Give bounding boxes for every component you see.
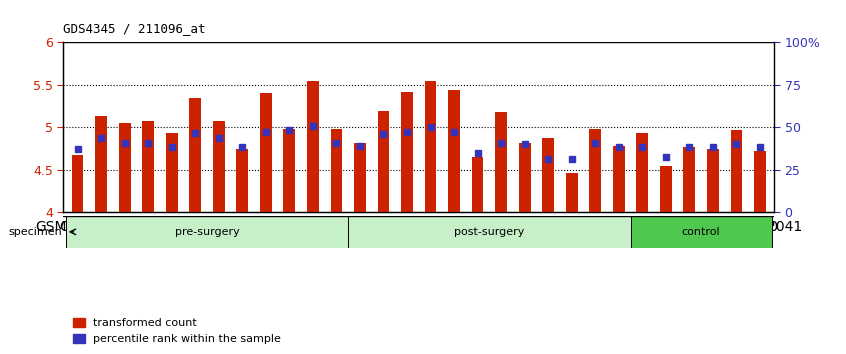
Bar [96,116,107,212]
Bar [707,149,719,212]
Bar [519,143,530,212]
Legend: transformed count, percentile rank within the sample: transformed count, percentile rank withi… [69,314,286,349]
Text: control: control [682,227,721,237]
Bar [349,216,630,248]
Bar [566,173,578,212]
Bar [448,90,460,212]
Bar [331,129,343,212]
Text: specimen: specimen [8,227,63,237]
Bar [72,155,84,212]
Text: post-surgery: post-surgery [454,227,525,237]
Bar [472,157,483,212]
Bar [613,146,624,212]
Bar [190,98,201,212]
Bar [731,130,742,212]
Bar [260,93,272,212]
Bar [425,81,437,212]
Bar [542,138,554,212]
Bar [636,133,648,212]
Bar [590,129,602,212]
Bar [283,129,295,212]
Bar [66,216,349,248]
Text: pre-surgery: pre-surgery [174,227,239,237]
Bar [754,151,766,212]
Bar [401,92,413,212]
Bar [236,149,248,212]
Text: GDS4345 / 211096_at: GDS4345 / 211096_at [63,22,206,35]
Bar [354,143,365,212]
Bar [377,111,389,212]
Bar [495,112,507,212]
Bar [118,123,130,212]
Bar [684,147,695,212]
Bar [630,216,772,248]
Bar [660,166,672,212]
Bar [307,81,319,212]
Bar [142,121,154,212]
Bar [213,121,225,212]
Bar [166,133,178,212]
